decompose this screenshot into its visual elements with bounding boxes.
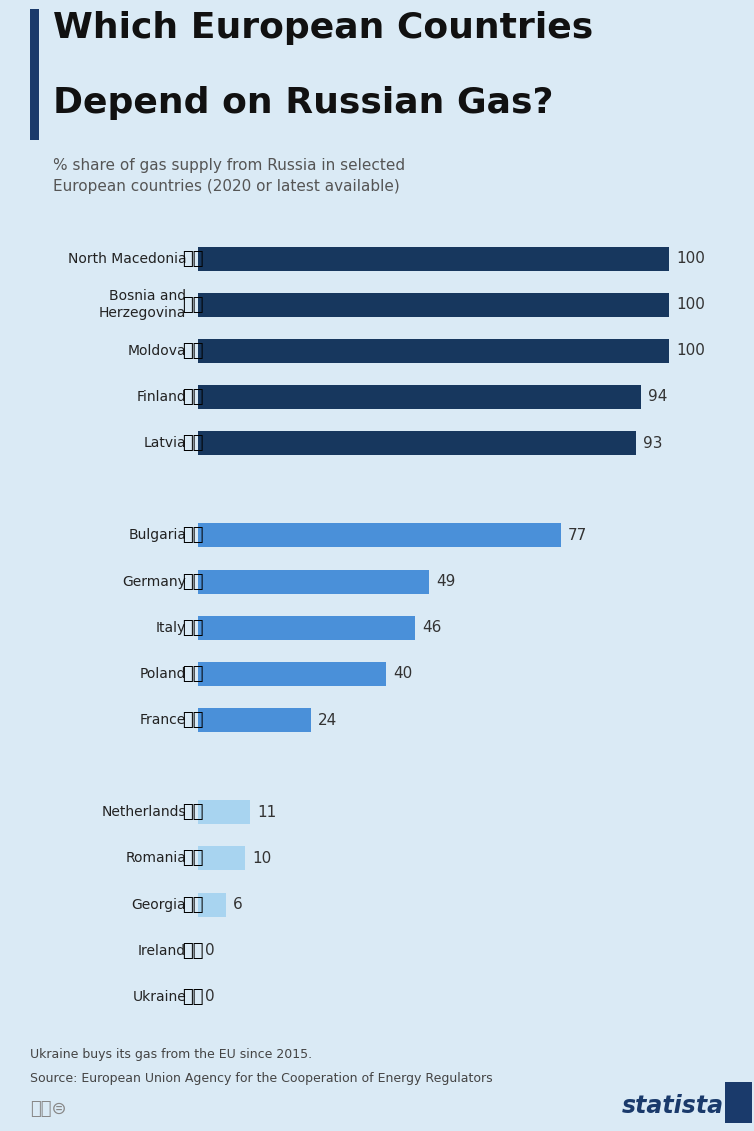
Text: France: France [140,713,186,727]
Text: 100: 100 [676,251,705,266]
Text: Depend on Russian Gas?: Depend on Russian Gas? [53,86,553,120]
Text: Bulgaria: Bulgaria [128,528,186,543]
Text: Germany: Germany [122,575,186,588]
Bar [198,385,641,409]
Text: 🇷🇴: 🇷🇴 [182,849,204,867]
Bar [198,570,429,594]
Bar [198,293,670,317]
Bar [198,431,636,455]
Text: 🇲🇩: 🇲🇩 [182,342,204,360]
Text: 10: 10 [252,851,271,866]
Text: 49: 49 [436,575,455,589]
Text: 93: 93 [643,435,663,450]
Text: 100: 100 [676,297,705,312]
Text: 🇧🇬: 🇧🇬 [182,526,204,544]
Text: Which European Countries: Which European Countries [53,11,593,45]
Bar [198,339,670,363]
Bar [198,708,311,732]
Text: 🇫🇮: 🇫🇮 [182,388,204,406]
Text: Netherlands: Netherlands [102,805,186,819]
Text: 77: 77 [568,528,587,543]
Text: 🇫🇷: 🇫🇷 [182,711,204,729]
Text: 94: 94 [648,389,667,405]
Text: Italy: Italy [156,621,186,634]
Text: 11: 11 [257,805,276,820]
Text: Ukraine buys its gas from the EU since 2015.: Ukraine buys its gas from the EU since 2… [30,1047,312,1061]
Text: 🇲🇰: 🇲🇰 [182,250,204,268]
Text: 🇵🇱: 🇵🇱 [182,665,204,683]
Bar [198,247,670,270]
Text: 🇺🇦: 🇺🇦 [182,987,204,1005]
Text: 100: 100 [676,344,705,359]
Bar [198,524,561,547]
Text: 🇩🇪: 🇩🇪 [182,572,204,590]
Text: Ⓒⓘ⊜: Ⓒⓘ⊜ [30,1099,67,1117]
Text: Latvia: Latvia [143,437,186,450]
Text: 0: 0 [205,943,215,958]
Text: 🇧🇦: 🇧🇦 [182,295,204,313]
Text: 🇮🇹: 🇮🇹 [182,619,204,637]
Text: 6: 6 [233,897,243,912]
Bar [198,846,245,871]
Bar [725,1082,752,1123]
Bar [198,662,386,685]
Text: 🇬🇪: 🇬🇪 [182,896,204,914]
Text: 🇱🇻: 🇱🇻 [182,434,204,452]
Text: Finland: Finland [136,390,186,404]
Text: 🇮🇪: 🇮🇪 [182,942,204,960]
Text: Moldova: Moldova [127,344,186,357]
Text: Romania: Romania [125,852,186,865]
Text: 46: 46 [421,620,441,636]
Text: Poland: Poland [139,667,186,681]
Text: 0: 0 [205,990,215,1004]
Text: 🇳🇱: 🇳🇱 [182,803,204,821]
Text: Georgia: Georgia [131,898,186,912]
Text: Source: European Union Agency for the Cooperation of Energy Regulators: Source: European Union Agency for the Co… [30,1072,493,1085]
Text: 24: 24 [318,713,337,727]
Bar [198,892,226,916]
Text: Ukraine: Ukraine [133,990,186,1004]
Bar [30,9,39,140]
Bar [198,801,250,824]
Text: Bosnia and
Herzegovina: Bosnia and Herzegovina [99,290,186,320]
Text: 40: 40 [394,666,412,681]
Text: % share of gas supply from Russia in selected
European countries (2020 or latest: % share of gas supply from Russia in sel… [53,158,405,195]
Bar [198,615,415,640]
Text: statista: statista [622,1094,724,1117]
Text: North Macedonia: North Macedonia [68,251,186,266]
Text: Ireland: Ireland [138,943,186,958]
